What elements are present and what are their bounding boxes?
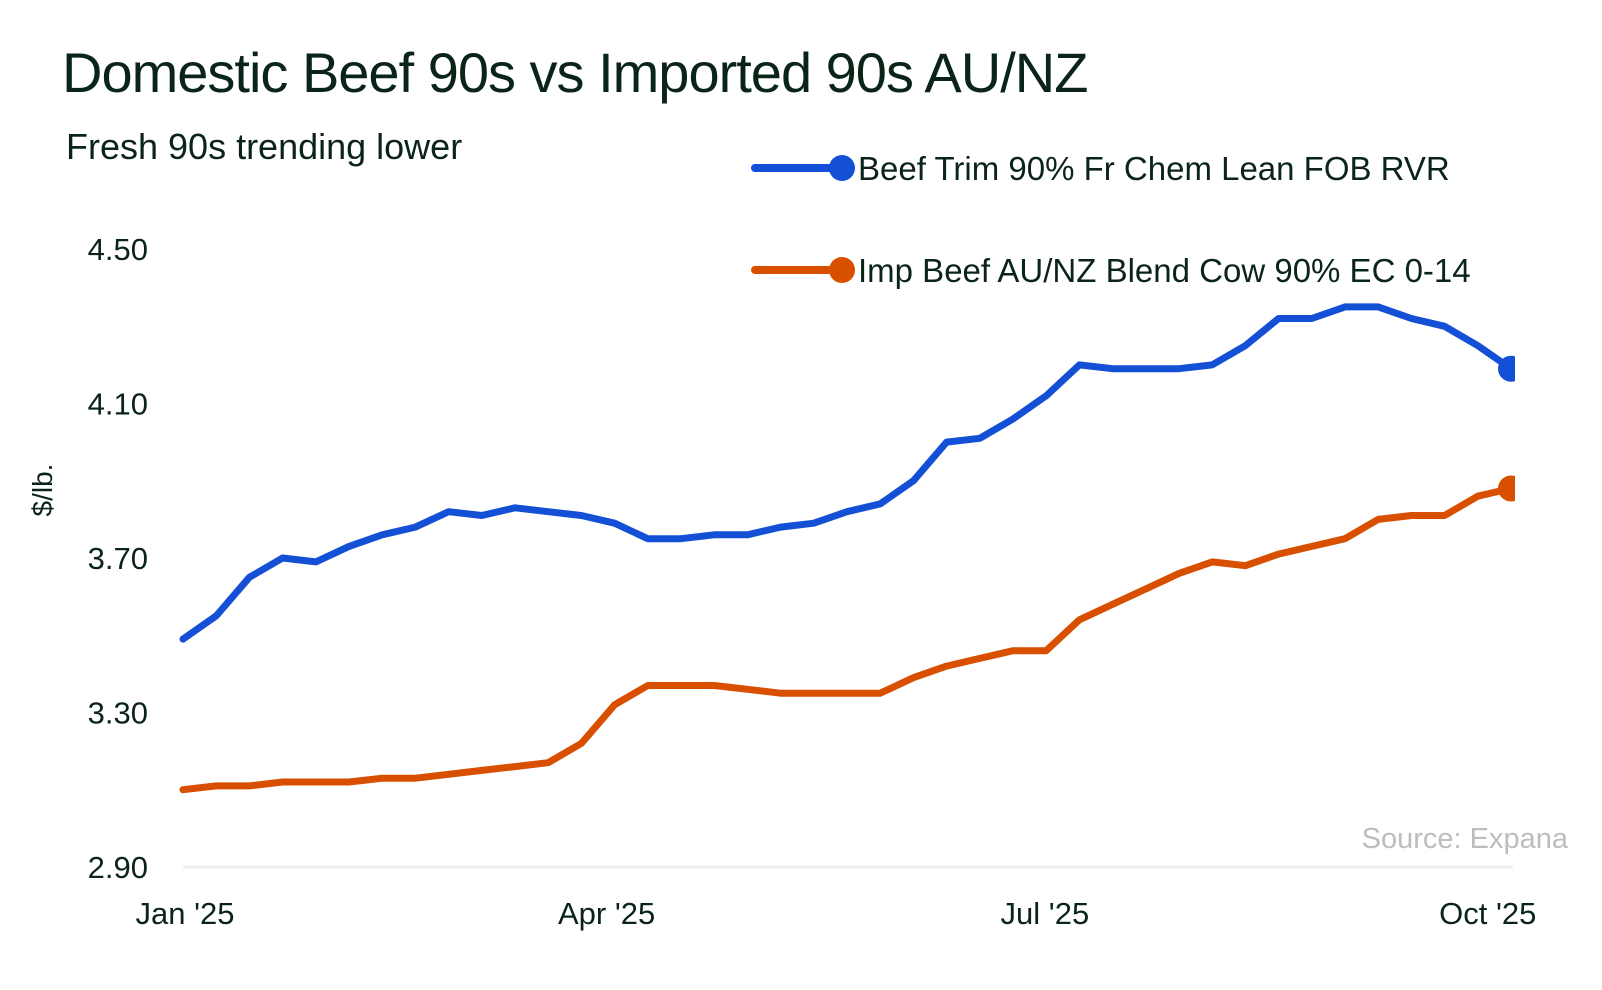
y-tick-label: 3.30: [88, 696, 148, 731]
legend: Beef Trim 90% Fr Chem Lean FOB RVR Imp Be…: [751, 150, 1471, 289]
series-layer: [179, 303, 1515, 794]
legend-item-0: Beef Trim 90% Fr Chem Lean FOB RVR: [751, 150, 1450, 187]
x-tick-label: Apr '25: [558, 896, 655, 931]
y-axis: 4.50 4.10 3.70 3.30 2.90: [88, 232, 148, 885]
legend-label: Imp Beef AU/NZ Blend Cow 90% EC 0-14: [858, 252, 1471, 289]
legend-swatch-marker: [829, 155, 855, 181]
source-note: Source: Expana: [1362, 823, 1569, 855]
x-tick-label: Jan '25: [136, 896, 235, 931]
series-end-marker: [1498, 355, 1515, 382]
legend-item-1: Imp Beef AU/NZ Blend Cow 90% EC 0-14: [751, 252, 1471, 289]
legend-swatch-marker: [829, 257, 855, 283]
chart-subtitle: Fresh 90s trending lower: [66, 126, 463, 167]
legend-label: Beef Trim 90% Fr Chem Lean FOB RVR: [858, 150, 1450, 187]
y-tick-label: 4.10: [88, 387, 148, 422]
x-tick-label: Oct '25: [1439, 896, 1536, 931]
series-line-0: [179, 303, 1515, 643]
y-tick-label: 4.50: [88, 232, 148, 267]
series-end-marker: [1498, 475, 1515, 502]
x-tick-label: Jul '25: [1001, 896, 1090, 931]
y-tick-label: 3.70: [88, 541, 148, 576]
x-axis: Jan '25 Apr '25 Jul '25 Oct '25: [136, 896, 1537, 931]
y-axis-label: $/lb.: [27, 464, 58, 517]
chart-title: Domestic Beef 90s vs Imported 90s AU/NZ: [62, 41, 1088, 104]
y-tick-label: 2.90: [88, 850, 148, 885]
